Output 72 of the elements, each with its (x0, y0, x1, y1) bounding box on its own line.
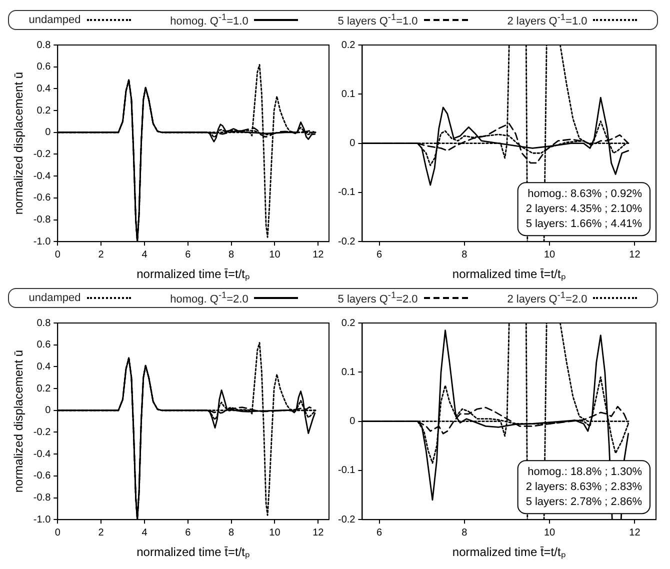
x-tick-label: 8 (228, 527, 235, 538)
y-tick-label: -0.4 (33, 170, 52, 182)
y-tick-label: -0.4 (33, 448, 52, 460)
x-tick-label: 8 (228, 249, 235, 260)
legend-label: 2 layers Q$^{-1}$=1.0 (507, 12, 588, 28)
y-tick-label: 0 (45, 127, 52, 138)
y-tick-label: -1.0 (33, 236, 52, 248)
x-tick-label: 4 (142, 527, 148, 538)
y-tick-label: -0.1 (338, 465, 356, 476)
y-tick-label: 0.6 (36, 62, 52, 73)
x-tick-label: 10 (269, 249, 281, 260)
x-tick-label: 2 (98, 249, 104, 260)
y-tick-label: -0.6 (33, 192, 52, 204)
y-tick-label: -1.0 (33, 514, 52, 526)
x-tick-label: 8 (462, 527, 468, 538)
y-tick-label: 0.1 (341, 366, 356, 378)
x-tick-label: 0 (54, 249, 61, 260)
x-axis-title: normalized time t̄=t/tₚ (136, 267, 250, 282)
y-tick-label: -0.8 (33, 492, 52, 504)
y-tick-label: -0.2 (33, 148, 52, 160)
y-tick-label: 0.8 (36, 40, 52, 51)
y-tick-label: 0 (45, 405, 52, 416)
x-tick-label: 2 (98, 527, 104, 538)
x-axis-title: normalized time t̄=t/tₚ (452, 545, 566, 560)
legend-label: undamped (28, 14, 81, 26)
x-tick-label: 12 (629, 527, 641, 538)
y-tick-label: 0.2 (341, 318, 356, 329)
annotation: homog.: 18.8% ; 1.30% (528, 466, 642, 478)
legend-label: homog. Q$^{-1}$=2.0 (170, 290, 248, 306)
legend-label: homog. Q$^{-1}$=1.0 (170, 12, 248, 28)
y-axis-title: normalized displacement ū (12, 350, 26, 493)
y-tick-label: 0.1 (341, 88, 356, 100)
y-tick-label: 0.2 (341, 40, 356, 51)
x-tick-label: 8 (462, 249, 468, 260)
legend-label: 5 layers Q$^{-1}$=2.0 (338, 290, 418, 306)
annotation: 5 layers: 1.66% ; 4.41% (526, 218, 642, 230)
annotation: 2 layers: 8.63% ; 2.83% (526, 481, 642, 494)
annotation: 5 layers: 2.78% ; 2.86% (526, 496, 642, 508)
y-tick-label: -0.2 (338, 236, 356, 248)
y-tick-label: 0.4 (36, 83, 52, 94)
x-tick-label: 6 (185, 527, 192, 538)
y-tick-label: 0.8 (36, 318, 52, 329)
y-tick-label: 0.2 (36, 383, 52, 394)
legend-label: undamped (28, 292, 81, 304)
y-tick-label: 0.2 (36, 105, 52, 116)
x-axis-title: normalized time t̄=t/tₚ (452, 267, 566, 282)
y-tick-label: -0.2 (338, 514, 356, 526)
annotation: homog.: 8.63% ; 0.92% (528, 188, 642, 200)
y-tick-label: -0.1 (338, 187, 356, 198)
y-tick-label: -0.6 (33, 470, 52, 482)
x-tick-label: 10 (269, 527, 281, 538)
x-tick-label: 0 (54, 527, 61, 538)
y-tick-label: 0 (350, 138, 356, 150)
y-tick-label: 0.6 (36, 340, 52, 351)
legend-label: 2 layers Q$^{-1}$=2.0 (507, 290, 588, 306)
x-tick-label: 10 (544, 249, 556, 260)
y-tick-label: -0.8 (33, 214, 52, 226)
y-tick-label: 0 (350, 416, 356, 428)
y-axis-title: normalized displacement ū (12, 72, 26, 215)
x-tick-label: 12 (312, 527, 324, 538)
x-tick-label: 6 (185, 249, 192, 260)
y-tick-label: -0.2 (33, 426, 52, 438)
x-tick-label: 6 (376, 249, 382, 260)
x-tick-label: 12 (629, 249, 641, 260)
x-tick-label: 4 (142, 249, 148, 260)
x-axis-title: normalized time t̄=t/tₚ (136, 545, 250, 560)
annotation: 2 layers: 4.35% ; 2.10% (526, 203, 642, 216)
x-tick-label: 10 (544, 527, 556, 538)
y-tick-label: 0.4 (36, 361, 52, 372)
x-tick-label: 12 (312, 249, 324, 260)
x-tick-label: 6 (376, 527, 382, 538)
legend-label: 5 layers Q$^{-1}$=1.0 (338, 12, 418, 28)
